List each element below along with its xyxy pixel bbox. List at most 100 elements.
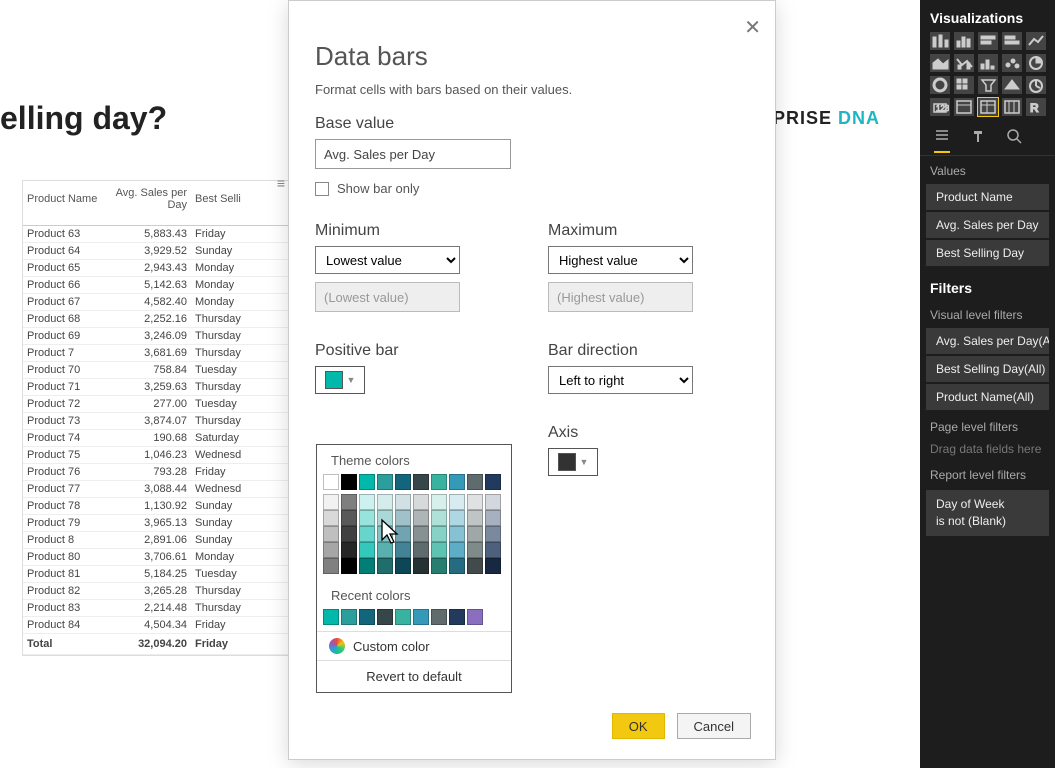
table-row[interactable]: Product 72277.00Tuesday	[23, 396, 289, 413]
column-header[interactable]: Product Name	[23, 181, 105, 226]
color-swatch[interactable]	[413, 542, 429, 558]
table-row[interactable]: Product 693,246.09Thursday	[23, 328, 289, 345]
column-header[interactable]: Best Selli	[191, 181, 289, 226]
bar-direction-select[interactable]: Left to right	[548, 366, 693, 394]
positive-bar-color-dropdown[interactable]: ▼	[315, 366, 365, 394]
color-swatch[interactable]	[395, 510, 411, 526]
viz-type-icon[interactable]	[1026, 32, 1046, 50]
viz-type-icon[interactable]: 123	[930, 98, 950, 116]
color-swatch[interactable]	[467, 474, 483, 490]
analytics-tab-icon[interactable]	[1006, 128, 1022, 153]
viz-type-icon[interactable]	[978, 76, 998, 94]
color-swatch[interactable]	[485, 510, 501, 526]
filter-pill[interactable]: Product Name(All)	[926, 384, 1049, 410]
color-swatch[interactable]	[467, 526, 483, 542]
color-swatch[interactable]	[323, 542, 339, 558]
table-row[interactable]: Product 643,929.52Sunday	[23, 243, 289, 260]
color-swatch[interactable]	[449, 542, 465, 558]
color-swatch[interactable]	[485, 542, 501, 558]
color-swatch[interactable]	[377, 494, 393, 510]
color-swatch[interactable]	[449, 609, 465, 625]
color-swatch[interactable]	[341, 510, 357, 526]
viz-type-icon[interactable]	[954, 76, 974, 94]
color-swatch[interactable]	[395, 526, 411, 542]
color-swatch[interactable]	[377, 542, 393, 558]
color-swatch[interactable]	[359, 526, 375, 542]
close-icon[interactable]: ✕	[744, 15, 761, 40]
maximum-select[interactable]: Highest value	[548, 246, 693, 274]
color-swatch[interactable]	[377, 526, 393, 542]
color-swatch[interactable]	[467, 494, 483, 510]
viz-type-icon[interactable]	[954, 54, 974, 72]
viz-type-icon[interactable]	[1026, 54, 1046, 72]
color-swatch[interactable]	[341, 494, 357, 510]
format-tab-icon[interactable]	[970, 128, 986, 153]
field-well[interactable]: Product Name	[926, 184, 1049, 210]
color-swatch[interactable]	[323, 510, 339, 526]
revert-default-button[interactable]: Revert to default	[317, 660, 511, 692]
color-swatch[interactable]	[485, 494, 501, 510]
color-swatch[interactable]	[467, 542, 483, 558]
color-swatch[interactable]	[323, 494, 339, 510]
viz-type-icon[interactable]	[1002, 98, 1022, 116]
color-swatch[interactable]	[431, 494, 447, 510]
color-swatch[interactable]	[431, 558, 447, 574]
table-row[interactable]: Product 713,259.63Thursday	[23, 379, 289, 396]
color-swatch[interactable]	[323, 609, 339, 625]
table-row[interactable]: Product 73,681.69Thursday	[23, 345, 289, 362]
color-swatch[interactable]	[341, 526, 357, 542]
color-swatch[interactable]	[431, 542, 447, 558]
table-row[interactable]: Product 682,252.16Thursday	[23, 311, 289, 328]
color-swatch[interactable]	[377, 474, 393, 490]
filter-pill[interactable]: Best Selling Day(All)	[926, 356, 1049, 382]
color-swatch[interactable]	[359, 494, 375, 510]
viz-type-icon[interactable]: R	[1026, 98, 1046, 116]
table-row[interactable]: Product 76793.28Friday	[23, 464, 289, 481]
table-row[interactable]: Product 815,184.25Tuesday	[23, 566, 289, 583]
base-value-input[interactable]: Avg. Sales per Day	[315, 139, 511, 169]
color-swatch[interactable]	[377, 510, 393, 526]
color-swatch[interactable]	[431, 474, 447, 490]
table-row[interactable]: Product 674,582.40Monday	[23, 294, 289, 311]
color-swatch[interactable]	[413, 494, 429, 510]
color-swatch[interactable]	[377, 609, 393, 625]
color-swatch[interactable]	[449, 510, 465, 526]
viz-type-icon[interactable]	[1002, 76, 1022, 94]
column-header[interactable]: Avg. Sales per Day	[105, 181, 191, 226]
table-row[interactable]: Product 832,214.48Thursday	[23, 600, 289, 617]
table-row[interactable]: Product 751,046.23Wednesd	[23, 447, 289, 464]
color-swatch[interactable]	[431, 609, 447, 625]
color-swatch[interactable]	[413, 474, 429, 490]
color-swatch[interactable]	[395, 609, 411, 625]
table-row[interactable]: Product 823,265.28Thursday	[23, 583, 289, 600]
table-row[interactable]: Product 635,883.43Friday	[23, 226, 289, 243]
color-swatch[interactable]	[359, 542, 375, 558]
table-row[interactable]: Product 793,965.13Sunday	[23, 515, 289, 532]
table-row[interactable]: Product 803,706.61Monday	[23, 549, 289, 566]
color-swatch[interactable]	[485, 474, 501, 490]
color-swatch[interactable]	[467, 558, 483, 574]
viz-type-icon[interactable]	[954, 32, 974, 50]
color-swatch[interactable]	[395, 558, 411, 574]
color-swatch[interactable]	[323, 558, 339, 574]
color-swatch[interactable]	[323, 526, 339, 542]
color-swatch[interactable]	[467, 510, 483, 526]
field-well[interactable]: Best Selling Day	[926, 240, 1049, 266]
color-swatch[interactable]	[485, 526, 501, 542]
viz-type-icon[interactable]	[930, 76, 950, 94]
more-options-icon[interactable]: ≡	[277, 179, 285, 187]
viz-type-icon[interactable]	[954, 98, 974, 116]
viz-type-icon[interactable]	[978, 32, 998, 50]
show-bar-only-checkbox[interactable]	[315, 182, 329, 196]
viz-type-icon[interactable]	[930, 54, 950, 72]
color-swatch[interactable]	[395, 474, 411, 490]
color-swatch[interactable]	[485, 558, 501, 574]
color-swatch[interactable]	[359, 558, 375, 574]
cancel-button[interactable]: Cancel	[677, 713, 751, 739]
color-swatch[interactable]	[413, 609, 429, 625]
color-swatch[interactable]	[341, 542, 357, 558]
table-row[interactable]: Product 844,504.34Friday	[23, 617, 289, 634]
table-row[interactable]: Product 665,142.63Monday	[23, 277, 289, 294]
table-visual[interactable]: ≡ Product NameAvg. Sales per DayBest Sel…	[22, 180, 290, 656]
color-swatch[interactable]	[359, 510, 375, 526]
